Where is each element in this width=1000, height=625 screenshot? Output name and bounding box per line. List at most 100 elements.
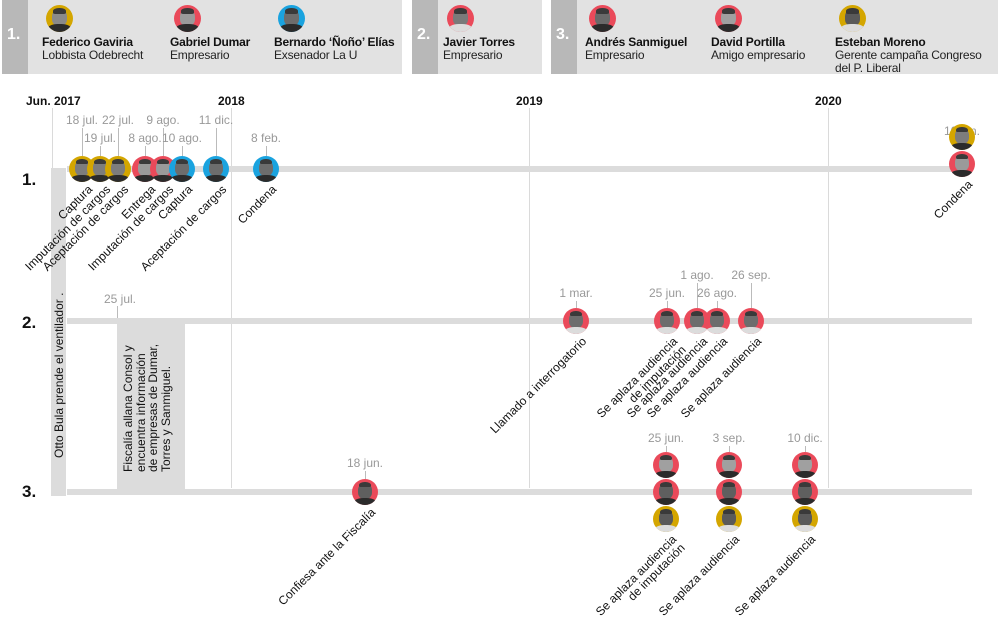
avatar [278,5,305,32]
fiscalia-line: Torres y Sanmiguel. [158,365,173,472]
year-gridline [529,108,530,488]
year-label-2018: 2018 [218,94,245,108]
event-avatar [792,452,818,478]
face-icon [709,310,725,328]
group-number: 2. [412,0,438,74]
legend-group-2: 2. Javier Torres Empresario [412,0,542,74]
person-name: Andrés Sanmiguel [585,35,688,49]
face-icon [721,481,737,499]
body-icon [685,326,709,334]
body-icon [705,326,729,334]
face-icon [721,508,737,526]
body-icon [793,470,817,478]
body-icon [655,326,679,334]
group-number: 3. [551,0,577,74]
otto-bula-label: Otto Bula prende el ventilador . [52,292,66,458]
event-tick [145,146,146,156]
face-icon [74,158,90,176]
event-tick [182,146,183,156]
body-icon [739,326,763,334]
body-icon [717,470,741,478]
track-row-2 [67,318,972,324]
body-icon [654,524,678,532]
face-icon [797,454,813,472]
event-avatar [716,452,742,478]
event-tick [697,283,698,308]
person-role: Amigo empresario [711,48,806,62]
event-date: 18 jul. [65,113,99,127]
face-icon [208,158,224,176]
body-icon [950,169,974,177]
event-tick [118,128,119,156]
event-date: 25 jul. [103,292,137,306]
face-icon [954,153,970,171]
person-role: Lobbista Odebrecht [42,48,144,62]
event-date: 18 jun. [346,456,384,470]
event-tick [805,446,806,452]
person-role: Empresario [443,48,503,62]
fiscalia-band [117,318,185,494]
body-icon [950,142,974,150]
face-icon [743,310,759,328]
track-row-1 [67,166,972,172]
event-label-line: Condena [234,182,280,227]
event-label-line: Condena [930,177,976,222]
person-role: Empresario [585,48,645,62]
body-icon [88,174,112,182]
body-icon [654,470,678,478]
face-icon [137,158,153,176]
face-icon [689,310,705,328]
body-icon [254,174,278,182]
body-icon [717,524,741,532]
person-name: Federico Gaviria [42,35,133,49]
event-avatar [352,479,378,505]
event-avatar [653,479,679,505]
body-icon [204,174,228,182]
face-icon [658,508,674,526]
event-label-line: de imputación [624,540,688,604]
event-label: Confiesa ante la Fiscalía [275,505,379,609]
body-icon [654,497,678,505]
face-icon [721,454,737,472]
event-date: 9 ago. [146,113,180,127]
avatar [839,5,866,32]
face-icon [658,481,674,499]
event-avatar [169,156,195,182]
face-icon [174,158,190,176]
body-icon [793,524,817,532]
legend-group-1: 1. Federico Gaviria Lobbista Odebrecht G… [2,0,402,74]
event-tick [729,446,730,452]
avatar [447,5,474,32]
person-role-line2: del P. Liberal [835,61,901,75]
event-avatar [716,479,742,505]
event-tick [117,306,118,318]
event-date: 19 jul. [83,131,117,145]
face-icon [568,310,584,328]
event-avatar [704,308,730,334]
person-role: Exsenador La U [274,48,358,62]
avatar [46,5,73,32]
avatar [174,5,201,32]
event-date: 26 ago. [696,286,738,300]
row-label-2: 2. [22,313,37,332]
avatar [715,5,742,32]
year-label-2020: 2020 [815,94,842,108]
event-label: Llamado a interrogatorio [487,334,589,436]
event-avatar [792,479,818,505]
event-date: 1 ago. [680,268,714,282]
event-date: 3 sep. [712,431,746,445]
event-date: 22 jul. [101,113,135,127]
year-gridline [231,108,232,488]
person-name: Gabriel Dumar [170,35,251,49]
event-avatar [654,308,680,334]
event-label: Se aplaza audiencia [732,532,818,618]
year-label-2019: 2019 [516,94,543,108]
event-tick [576,301,577,308]
face-icon [155,158,171,176]
event-tick [717,301,718,308]
event-label-line: Confiesa ante la Fiscalía [275,505,379,609]
event-tick [667,301,668,308]
event-avatar [653,506,679,532]
person-esteban-moreno: Esteban Moreno Gerente campaña Congreso … [835,5,982,75]
event-date: 10 dic. [787,431,823,445]
